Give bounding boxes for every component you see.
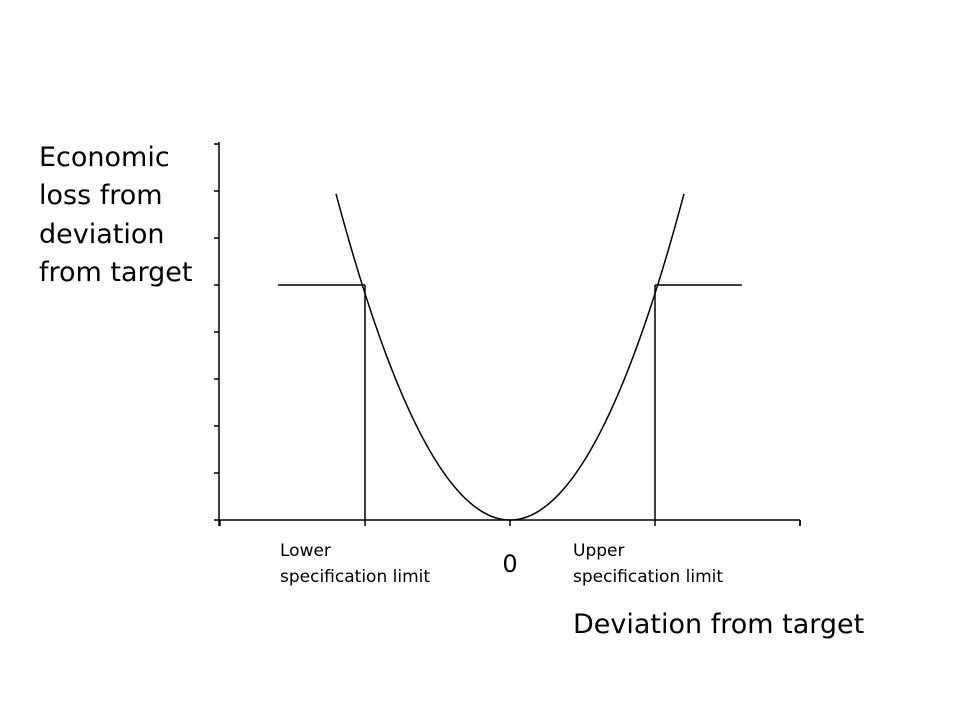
lower-spec-label-line-2: specification limit (280, 567, 430, 587)
loss-curve (335, 193, 685, 521)
y-axis-label-line-2: loss from (39, 180, 163, 211)
x-tick-label-zero: 0 (502, 550, 517, 578)
y-axis-label: Economic loss from deviation from target (39, 142, 193, 288)
upper-spec-label: Upper specification limit (573, 541, 723, 587)
lower-spec-label: Lower specification limit (280, 541, 430, 587)
lower-spec-label-line-1: Lower (280, 541, 331, 561)
x-axis-label: Deviation from target (573, 609, 864, 640)
y-axis-label-line-4: from target (39, 257, 193, 288)
chart-marks (278, 193, 742, 521)
x-ticks (218, 520, 801, 526)
y-ticks (214, 143, 219, 521)
upper-spec-label-line-2: specification limit (573, 567, 723, 587)
upper-spec-label-line-1: Upper (573, 541, 624, 561)
y-axis-label-line-1: Economic (39, 142, 170, 173)
y-axis-label-line-3: deviation (39, 219, 165, 250)
